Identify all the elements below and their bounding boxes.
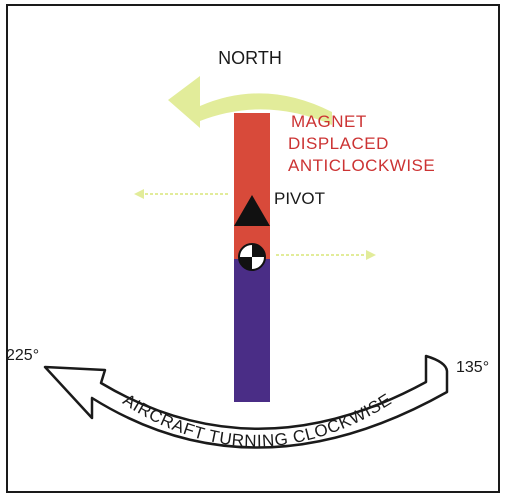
magnet-label-line2: DISPLACED: [288, 134, 389, 153]
pivot-triangle-icon: [234, 195, 270, 226]
left-force-arrow-head: [134, 189, 144, 199]
north-curved-arrow: [168, 76, 332, 128]
pivot-label: PIVOT: [274, 189, 325, 208]
left-force-arrow: [134, 189, 228, 199]
magnet-label-line3: ANTICLOCKWISE: [288, 156, 435, 175]
right-force-arrow-head: [366, 250, 376, 260]
magnet-south-half: [234, 259, 270, 402]
north-label: NORTH: [218, 48, 282, 68]
north-curved-arrow-shape: [168, 76, 332, 128]
magnet-label-line1: MAGNET: [291, 112, 367, 131]
center-of-gravity-icon: [238, 243, 266, 271]
magnet-north-half: [234, 113, 270, 259]
heading-225-label: 225°: [6, 347, 39, 364]
heading-135-label: 135°: [456, 359, 489, 376]
aircraft-turn-arrow-shape: [43, 354, 449, 449]
right-force-arrow: [276, 250, 376, 260]
